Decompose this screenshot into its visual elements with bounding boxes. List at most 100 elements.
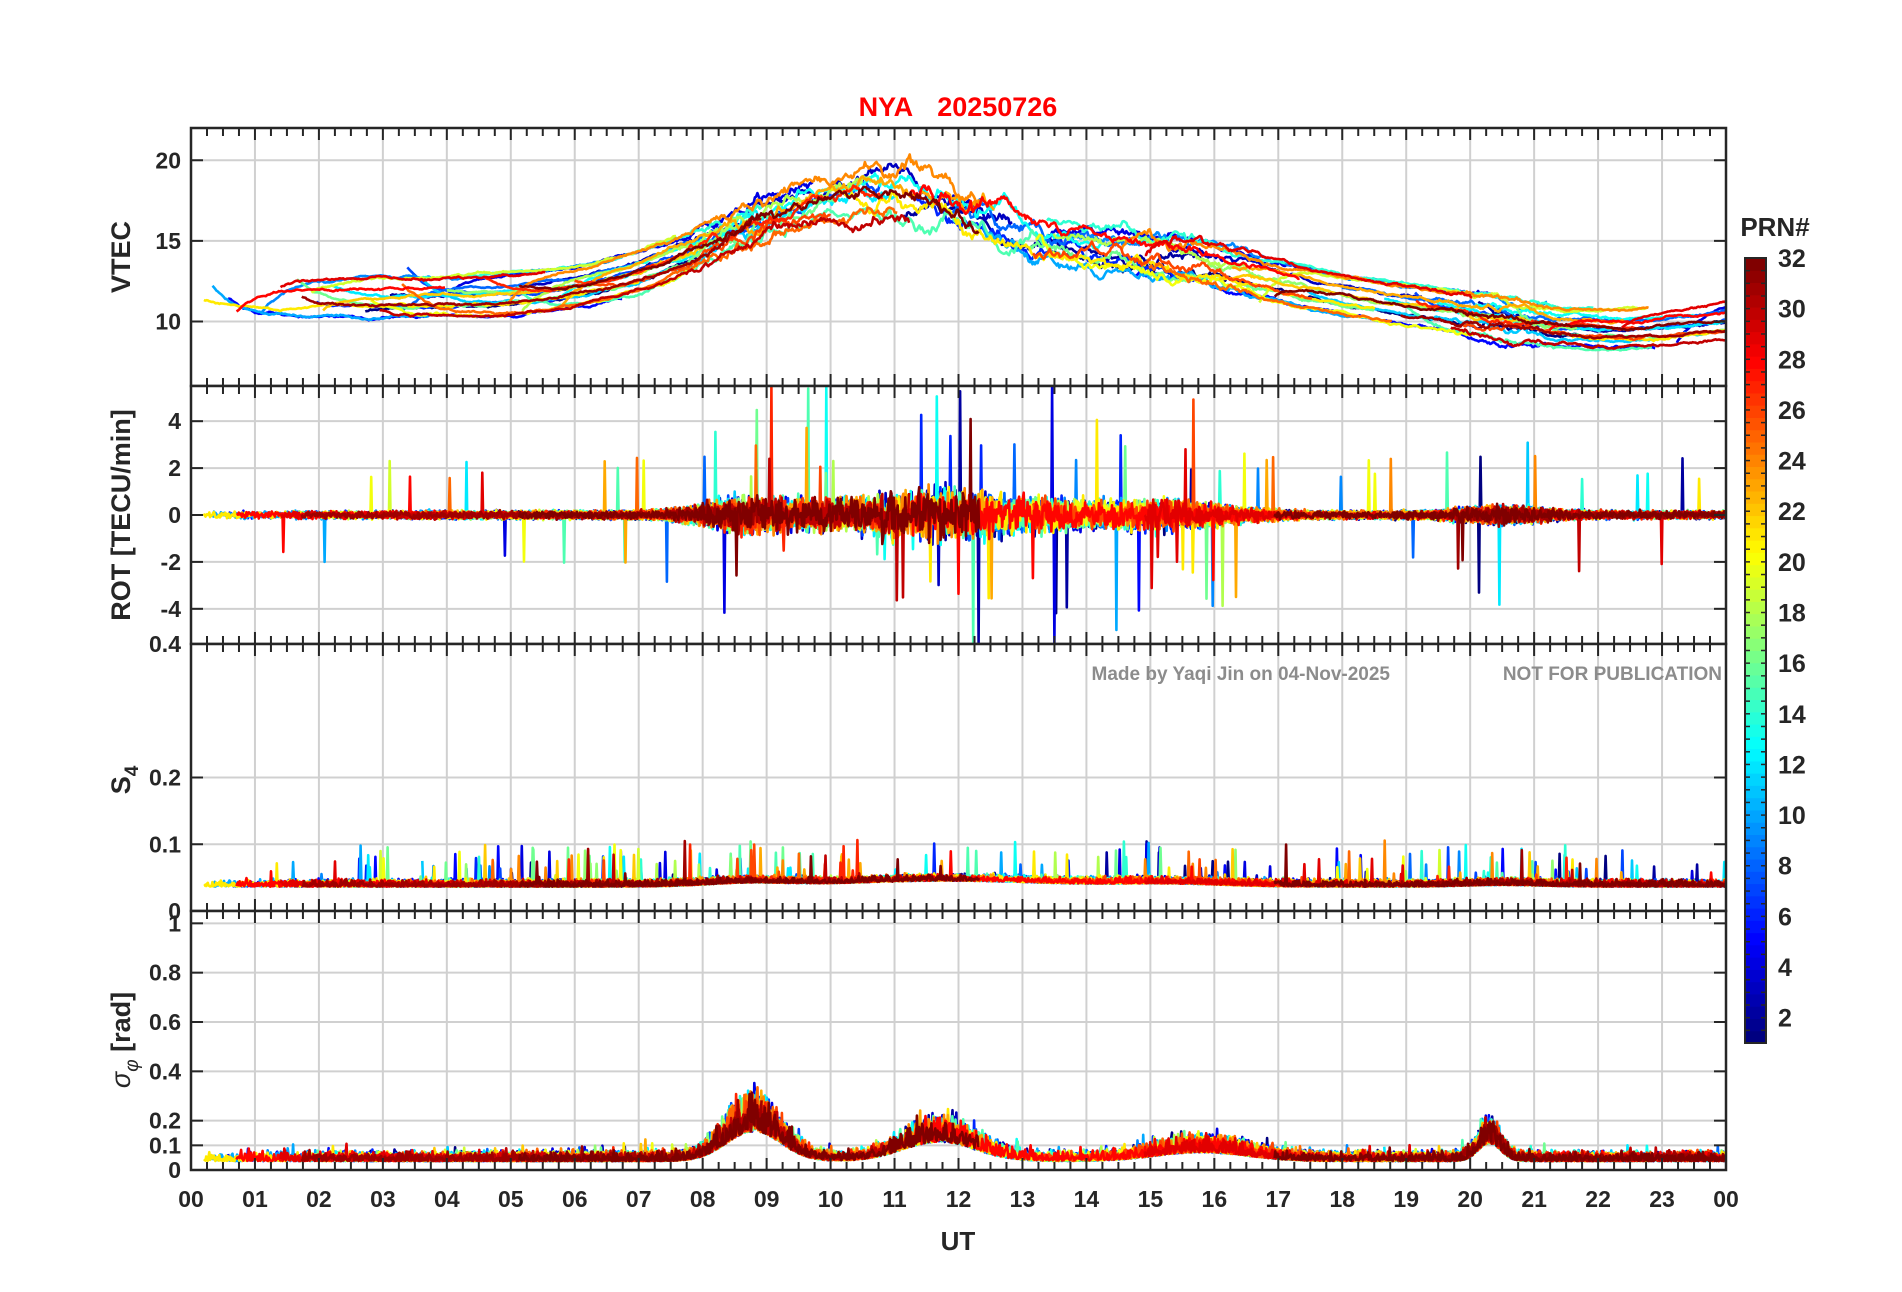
colorbar-frame: [1744, 257, 1767, 1044]
colorbar-segment: [1745, 969, 1766, 983]
y-axis-label-vtec: VTEC: [106, 221, 136, 293]
colorbar-segment: [1745, 944, 1766, 958]
colorbar-tick-label: 6: [1778, 903, 1792, 931]
x-tick-label: 19: [1393, 1186, 1419, 1212]
colorbar-segment: [1745, 368, 1766, 382]
colorbar-segment: [1745, 613, 1766, 627]
colorbar-tick-label: 2: [1778, 1005, 1792, 1033]
colorbar-segment: [1745, 282, 1766, 296]
series-line-prn-28: [235, 285, 446, 313]
panel-rot: -4 -2 0 2 4 ROT [TECU/min]: [106, 384, 1728, 646]
colorbar-segment: [1745, 736, 1766, 750]
colorbar-segment: [1745, 307, 1766, 320]
y-axis-label-sigma_phi: σφ [rad]: [106, 992, 143, 1088]
x-axis-label: UT: [941, 1226, 976, 1256]
colorbar-segment: [1745, 429, 1766, 443]
series-line-prn-23: [1231, 265, 1625, 325]
y-axis-label-rot: ROT [TECU/min]: [106, 409, 136, 620]
colorbar-segment: [1745, 356, 1766, 369]
x-tick-label: 23: [1649, 1186, 1675, 1212]
x-tick-label: 13: [1010, 1186, 1036, 1212]
colorbar-title: PRN#: [1740, 212, 1810, 242]
y-tick-label: 4: [168, 408, 181, 434]
colorbar-tick-label: 26: [1778, 397, 1806, 425]
watermark-made-by: Made by Yaqi Jin on 04-Nov-2025: [1092, 664, 1391, 685]
colorbar-tick-label: 30: [1778, 296, 1806, 324]
series-line-prn-28: [908, 184, 1300, 281]
series-line-prn-31: [1400, 314, 1726, 340]
y-tick-label: 0.1: [149, 1132, 181, 1158]
colorbar-segment: [1745, 319, 1766, 333]
x-tick-label: 04: [434, 1186, 460, 1212]
colorbar-tick-label: 12: [1778, 751, 1806, 779]
colorbar-segment: [1745, 441, 1766, 455]
colorbar-tick-label: 22: [1778, 498, 1806, 526]
colorbar-segment: [1745, 564, 1766, 578]
colorbar-segment: [1745, 527, 1766, 541]
x-tick-label: 12: [946, 1186, 972, 1212]
x-axis-tick-labels: 00 01 02 03 04 05 06 07 08 09 10 11 12 13 14 15 16 17 18 19…: [178, 1186, 1739, 1212]
x-tick-label: 03: [370, 1186, 396, 1212]
colorbar-segment: [1745, 503, 1766, 517]
panel-s4: 0 0.1 0.2 0.4 S4: [106, 631, 1728, 924]
traces-s4: [203, 838, 1726, 888]
colorbar-segment: [1745, 491, 1766, 504]
colorbar-segment: [1745, 552, 1766, 566]
x-tick-label: 11: [882, 1186, 907, 1212]
colorbar-segment: [1745, 638, 1766, 651]
series-line-prn-25: [1148, 261, 1392, 323]
colorbar-segment: [1745, 343, 1766, 357]
x-tick-label: 16: [1202, 1186, 1228, 1212]
series-line-prn-13: [1436, 301, 1694, 322]
colorbar-segment: [1745, 981, 1766, 995]
x-tick-label: 22: [1585, 1186, 1611, 1212]
colorbar-segment: [1745, 1030, 1766, 1044]
colorbar-tick-label: 8: [1778, 853, 1792, 881]
x-tick-label: 01: [242, 1186, 268, 1212]
colorbar-segment: [1745, 515, 1766, 529]
x-tick-label: 15: [1138, 1186, 1164, 1212]
colorbar-tick-label: 28: [1778, 346, 1806, 374]
series-line-prn-23: [560, 175, 995, 308]
colorbar-segment: [1745, 576, 1766, 590]
series-line-prn-20: [1035, 233, 1474, 337]
colorbar-tick-label: 10: [1778, 802, 1806, 830]
series-line-prn-30: [1450, 326, 1726, 350]
series-line-prn-8: [1341, 286, 1726, 323]
series-line-prn-30: [379, 214, 911, 319]
x-tick-label: 06: [562, 1186, 588, 1212]
series-line-prn-32: [1273, 843, 1726, 888]
series-line-prn-32: [518, 417, 981, 577]
series-line-prn-31: [301, 215, 762, 308]
colorbar-segment: [1745, 466, 1766, 480]
y-tick-label: 20: [155, 147, 181, 173]
x-tick-label: 05: [498, 1186, 524, 1212]
y-tick-label: 10: [155, 309, 181, 335]
series-line-prn-11: [421, 220, 774, 305]
x-tick-label: 10: [818, 1186, 844, 1212]
series-line-prn-26: [1457, 322, 1726, 342]
colorbar-tick-label: 4: [1778, 954, 1792, 982]
colorbar-segment: [1745, 625, 1766, 639]
colorbar-segment: [1745, 331, 1766, 345]
colorbar-tick-label: 16: [1778, 650, 1806, 678]
y-tick-label: 0.8: [149, 960, 181, 986]
colorbar-segment: [1745, 675, 1766, 688]
y-axis-label-s4: S4: [106, 765, 143, 794]
traces-sigma_phi: [203, 1081, 1726, 1163]
colorbar-segment: [1745, 834, 1766, 848]
colorbar-segment: [1745, 711, 1766, 725]
y-tick-label: 0.1: [149, 831, 181, 857]
colorbar-segment: [1745, 405, 1766, 418]
x-tick-label: 17: [1265, 1186, 1291, 1212]
y-tick-label: 0: [168, 502, 181, 528]
x-tick-label: 18: [1329, 1186, 1355, 1212]
colorbar-segment: [1745, 760, 1766, 774]
colorbar-segment: [1745, 908, 1766, 921]
x-tick-label: 14: [1074, 1186, 1100, 1212]
colorbar-segment: [1745, 748, 1766, 762]
colorbar-segment: [1745, 932, 1766, 946]
series-line-prn-32: [518, 185, 980, 291]
